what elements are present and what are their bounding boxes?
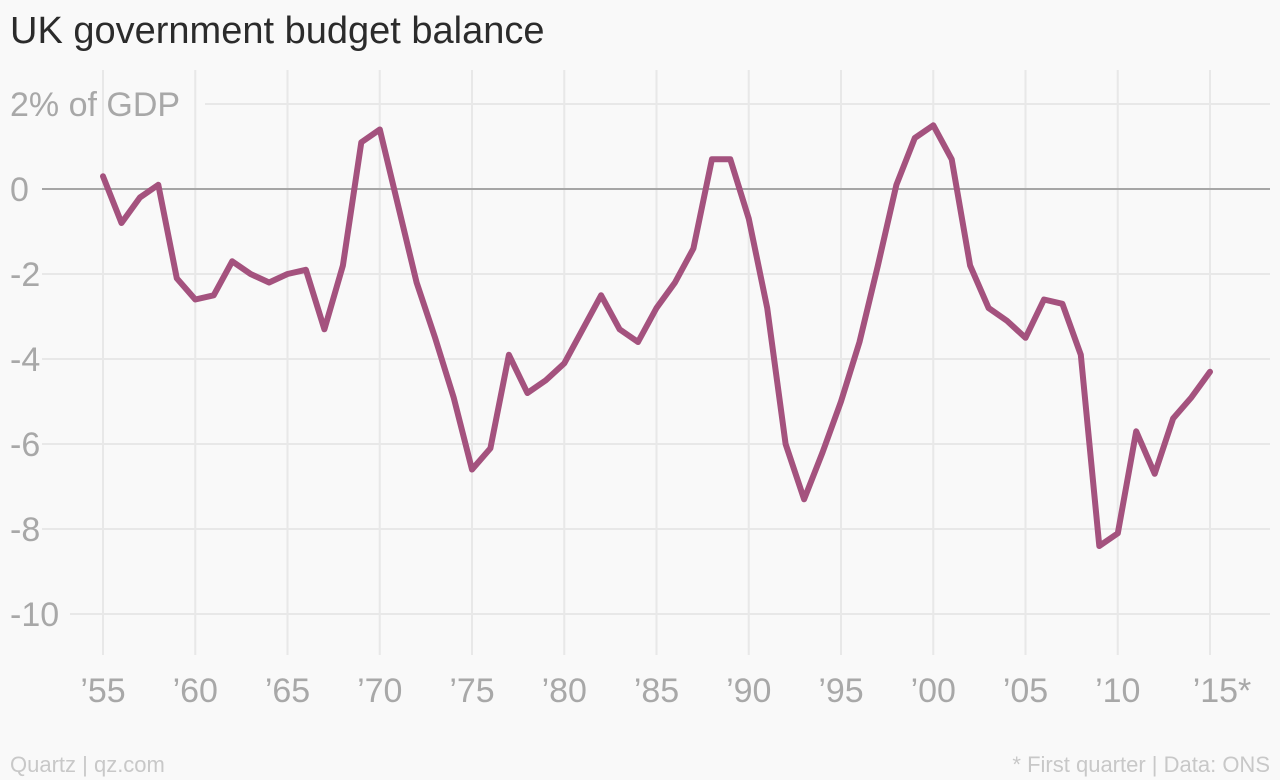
- x-tick-label: ’55: [80, 672, 125, 710]
- x-tick-label: ’05: [1003, 672, 1048, 710]
- series-lines: [100, 122, 1213, 549]
- x-tick-label: ’60: [173, 672, 218, 710]
- x-tick-label: ’95: [818, 672, 863, 710]
- y-axis-labels: 2% of GDP 0 -2 -4 -6 -8 -10: [10, 86, 180, 634]
- y-tick-label: -8: [10, 511, 40, 549]
- x-tick-label: ’70: [357, 672, 402, 710]
- x-tick-label: ’90: [726, 672, 771, 710]
- source-credit: Quartz | qz.com: [10, 752, 165, 777]
- x-tick-label: ’65: [265, 672, 310, 710]
- y-tick-label: -2: [10, 256, 40, 294]
- x-tick-label: ’15*: [1193, 672, 1252, 710]
- y-tick-label: 0: [10, 171, 29, 209]
- y-tick-label: 2% of GDP: [10, 86, 180, 124]
- x-tick-label: ’10: [1095, 672, 1140, 710]
- series-line: [100, 122, 1213, 549]
- y-tick-label: -6: [10, 426, 40, 464]
- vertical-gridlines: [102, 70, 1211, 655]
- y-tick-label: -10: [10, 596, 59, 634]
- x-axis-labels: ’55 ’60 ’65 ’70 ’75 ’80 ’85 ’90 ’95 ’00 ’05 ’10 ’15*: [80, 672, 1251, 710]
- data-note: * First quarter | Data: ONS: [1012, 752, 1270, 777]
- chart-title: UK government budget balance: [10, 10, 545, 52]
- y-tick-label: -4: [10, 341, 40, 379]
- x-tick-label: ’00: [911, 672, 956, 710]
- x-tick-label: ’75: [449, 672, 494, 710]
- x-tick-label: ’80: [542, 672, 587, 710]
- x-tick-label: ’85: [634, 672, 679, 710]
